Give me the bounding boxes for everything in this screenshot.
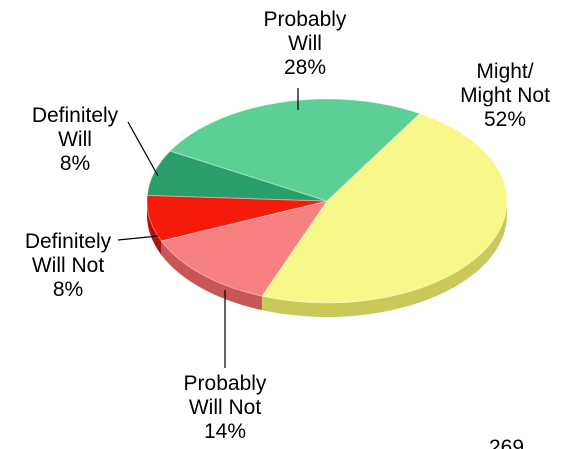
slice-label-line: Will [288, 32, 322, 55]
slice-label-definitely-will-not: Definitely Will Not 8% [8, 230, 128, 302]
slice-label-line: Will Not [188, 396, 262, 419]
slice-label-probably-will-not: Probably Will Not 14% [160, 372, 290, 444]
leader-line-definitely-will [127, 121, 159, 177]
pie-slice-probably-will-not [160, 200, 329, 297]
slice-percent: 8% [59, 152, 91, 175]
leader-line-definitely-will-not [117, 235, 159, 241]
pie-slice-probably-will [169, 98, 421, 202]
pie-slice-definitely-will-not [146, 194, 328, 242]
slice-label-line: Probably [263, 8, 347, 31]
slice-label-definitely-will: Definitely Will 8% [15, 104, 135, 176]
slice-percent: 8% [52, 278, 84, 301]
pie-slice-definitely-will [146, 150, 328, 202]
slice-label-might-might-not: Might/ Might Not 52% [445, 60, 565, 132]
slice-percent: 52% [483, 108, 527, 131]
slice-label-line: Might/ [476, 60, 534, 83]
slice-label-line: Probably [183, 372, 267, 395]
slice-percent: 14% [203, 420, 247, 443]
slice-label-line: Definitely [31, 104, 119, 127]
slice-label-line: Will [58, 128, 92, 151]
pie-side-definitely-will-not [147, 201, 162, 255]
page-number: 269 [489, 436, 525, 449]
slice-label-probably-will: Probably Will 28% [245, 8, 365, 80]
pie-side-might-might-not [261, 201, 507, 317]
slice-label-line: Might Not [460, 84, 550, 107]
slice-label-line: Definitely [24, 230, 112, 253]
pie-sides [147, 201, 507, 317]
pie-side-probably-will-not [161, 240, 262, 311]
leader-lines [117, 88, 299, 368]
slice-label-line: Will Not [31, 254, 105, 277]
pie-slices [146, 98, 508, 304]
slice-percent: 28% [283, 56, 327, 79]
pie-slice-might-might-not [261, 112, 508, 304]
